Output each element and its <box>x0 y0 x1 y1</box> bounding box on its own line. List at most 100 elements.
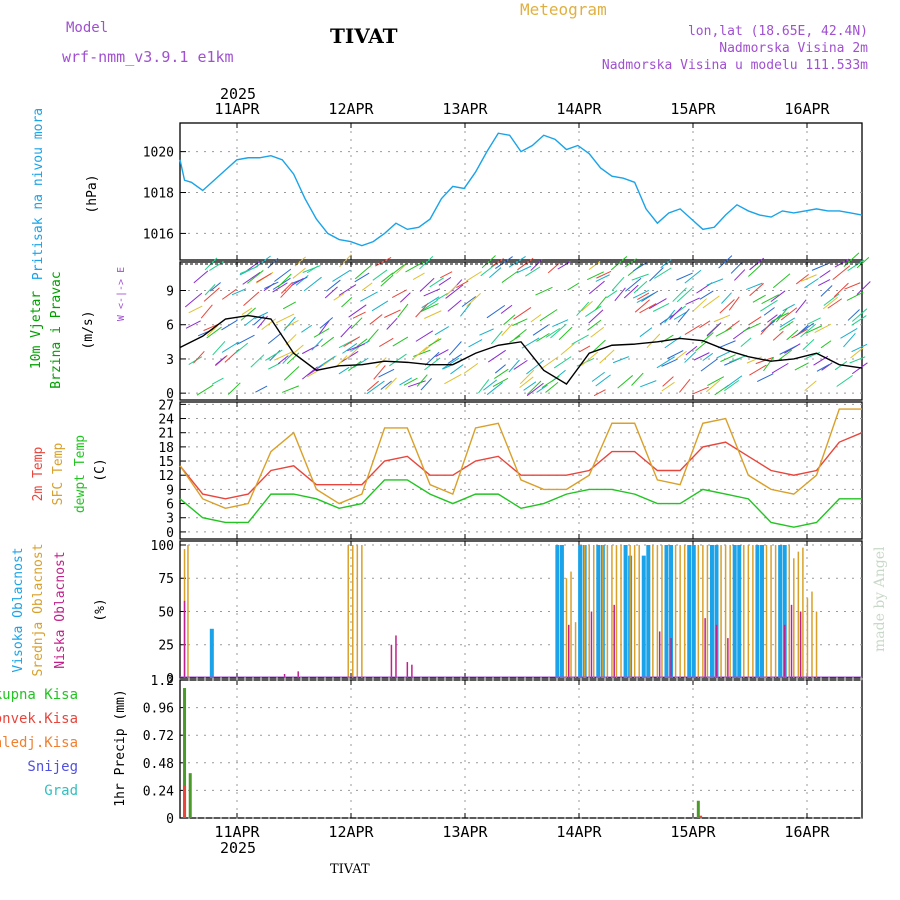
wind-barb <box>481 255 496 269</box>
wind-barb <box>306 265 319 274</box>
wind-barb <box>256 272 272 283</box>
wind-barb <box>209 282 221 292</box>
precip-bar-1 <box>699 815 703 818</box>
wind-barb <box>771 362 789 374</box>
wind-barb <box>581 351 599 367</box>
wind-barb <box>540 356 559 370</box>
wind-barb <box>844 282 861 290</box>
wind-barb <box>850 347 864 359</box>
wind-barb <box>384 309 401 318</box>
wind-barb <box>536 384 548 393</box>
wind-barbs-layer <box>184 252 871 397</box>
wind-barb <box>282 352 294 364</box>
wind-barb <box>530 258 543 271</box>
wind-barb <box>795 274 809 285</box>
wind-barb <box>366 328 379 344</box>
wind-barb <box>188 305 203 314</box>
wind-barb <box>420 299 438 312</box>
wind-barb <box>354 264 372 280</box>
wind-barb <box>716 350 732 359</box>
wind-barb <box>834 361 848 371</box>
cloud-bar-0 <box>755 544 760 678</box>
wind-barb <box>212 341 226 356</box>
wind-barb <box>343 336 361 348</box>
wind-barb <box>849 356 866 364</box>
wind-barb <box>193 270 209 284</box>
wind-barb <box>611 276 625 291</box>
wind-barb <box>684 325 701 335</box>
wind-barb <box>592 339 606 353</box>
wind-barb <box>211 377 224 385</box>
wind-barb <box>281 385 299 393</box>
wind-barb <box>267 332 282 345</box>
wind-barb <box>656 356 675 369</box>
cloud-bar-0 <box>778 544 783 678</box>
ytick-label-3-2: 50 <box>158 605 174 620</box>
wind-barb <box>672 287 687 302</box>
ytick-label-4-5: 1.2 <box>151 674 174 689</box>
ytick-label-2-3: 9 <box>166 483 174 498</box>
wind-barb <box>596 270 612 279</box>
ytick-label-0-1: 1018 <box>143 187 174 202</box>
wind-barb <box>692 386 710 395</box>
wind-barb <box>250 354 265 368</box>
wind-barb <box>775 308 788 323</box>
wind-barb <box>424 310 442 319</box>
wind-barb <box>767 314 778 323</box>
wind-barb <box>633 262 647 272</box>
ytick-label-4-3: 0.72 <box>143 729 174 744</box>
wind-barb <box>614 287 626 302</box>
wind-barb <box>231 288 247 296</box>
wind-barb <box>352 311 366 319</box>
wind-barb <box>763 307 775 316</box>
wind-barb <box>239 265 259 275</box>
wind-barb <box>442 357 460 370</box>
wind-barb <box>640 380 657 388</box>
precip-legend-2: Zaledj.Kisa <box>0 735 78 751</box>
wind-barb <box>519 369 535 385</box>
wind-barb <box>366 380 379 392</box>
wind-barb <box>494 364 506 374</box>
wind-barb <box>283 366 300 381</box>
wind-barb <box>585 305 602 317</box>
cloud-bar-0 <box>559 544 564 678</box>
wind-barb <box>399 377 412 386</box>
wind-barb <box>749 364 767 376</box>
wind-barb <box>523 381 537 391</box>
wind-barb <box>661 358 678 367</box>
wind-barb <box>595 274 610 282</box>
wind-barb <box>706 322 722 337</box>
wind-barb <box>415 302 429 318</box>
wind-barb <box>333 292 345 301</box>
wind-barb <box>851 308 868 322</box>
wind-barb <box>399 292 411 303</box>
wind-barb <box>679 378 691 393</box>
wind-barb <box>545 382 559 393</box>
wind-barb <box>610 256 628 271</box>
wind-barb <box>514 328 527 340</box>
wind-barb <box>632 289 650 299</box>
wind-barb <box>291 278 304 286</box>
wind-barb <box>677 308 690 323</box>
wind-barb <box>718 340 736 349</box>
panel-frame-1 <box>179 261 863 401</box>
wind-barb <box>372 269 388 281</box>
wind-barb <box>440 271 453 279</box>
wind-barb <box>492 377 509 387</box>
cloud-bar-0 <box>646 544 651 678</box>
wind-barb <box>760 320 773 335</box>
model-altitude-label: Nadmorska Visina u modelu 111.533m <box>601 58 868 73</box>
ytick-label-4-0: 0 <box>166 812 174 827</box>
cloud-bar-0 <box>691 544 696 678</box>
precip-legend-4: Grad <box>44 783 78 799</box>
wind-barb <box>204 284 216 296</box>
wind-barb <box>318 320 330 335</box>
wind-barb <box>341 296 353 308</box>
wind-barb <box>274 268 292 282</box>
wind-barb <box>641 290 659 302</box>
wind-barb <box>606 290 618 299</box>
wind-barb <box>227 382 241 395</box>
wind-barb <box>560 342 575 356</box>
wind-barb <box>283 316 296 331</box>
altitude-label: Nadmorska Visina 2m <box>719 41 868 56</box>
